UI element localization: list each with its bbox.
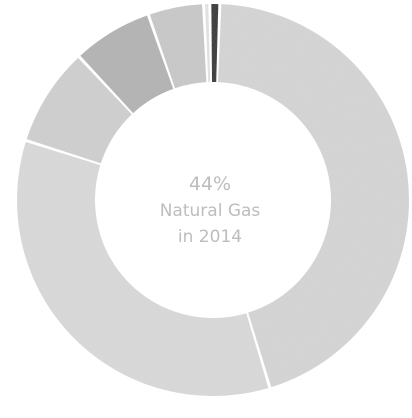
donut-slice-3 — [26, 57, 132, 164]
donut-slice-2 — [17, 142, 269, 396]
donut-slice-4 — [80, 15, 174, 114]
center-percent: 44% — [189, 173, 231, 195]
donut-slices — [17, 4, 409, 396]
donut-slice-5 — [149, 4, 207, 89]
center-label: 44% Natural Gas in 2014 — [160, 173, 261, 247]
donut-slice-7 — [211, 4, 219, 83]
center-label-line1: Natural Gas — [160, 201, 261, 221]
donut-slice-6 — [205, 4, 211, 83]
donut-slice-1 — [218, 4, 409, 388]
center-label-line2: in 2014 — [178, 227, 242, 247]
